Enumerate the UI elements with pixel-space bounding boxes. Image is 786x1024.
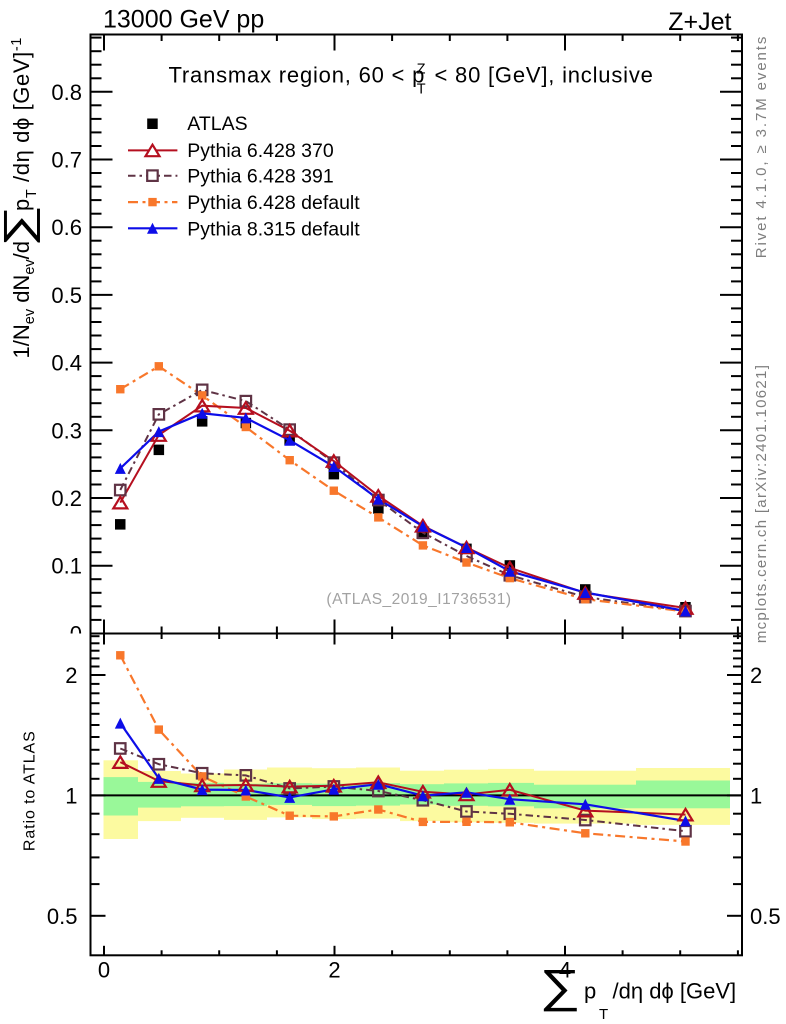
- svg-text:2: 2: [328, 958, 340, 983]
- svg-text:0.7: 0.7: [51, 148, 82, 173]
- svg-text:0: 0: [70, 621, 82, 646]
- svg-text:2: 2: [65, 663, 77, 688]
- svg-text:∑: ∑: [540, 961, 581, 1012]
- svg-text:T: T: [599, 1006, 608, 1023]
- svg-text:Ratio to ATLAS: Ratio to ATLAS: [22, 730, 39, 851]
- svg-text:p: p: [584, 979, 596, 1004]
- svg-text:ATLAS: ATLAS: [187, 113, 247, 135]
- svg-text:0.5: 0.5: [51, 283, 82, 308]
- svg-text:Pythia 6.428 391: Pythia 6.428 391: [187, 166, 333, 188]
- svg-text:0.6: 0.6: [51, 215, 82, 240]
- svg-text:0.2: 0.2: [51, 486, 82, 511]
- svg-text:Z+Jet: Z+Jet: [668, 8, 731, 36]
- svg-text:Pythia 6.428 default: Pythia 6.428 default: [187, 192, 360, 214]
- svg-text:0: 0: [98, 958, 110, 983]
- svg-text:∑: ∑: [0, 205, 40, 247]
- svg-text:0.3: 0.3: [51, 418, 82, 443]
- svg-text:4: 4: [559, 958, 571, 983]
- svg-text:0.5: 0.5: [47, 904, 78, 929]
- svg-text:mcplots.cern.ch [arXiv:2401.10: mcplots.cern.ch [arXiv:2401.10621]: [753, 364, 770, 643]
- svg-text:0.8: 0.8: [51, 80, 82, 105]
- svg-text:0.4: 0.4: [51, 351, 82, 376]
- svg-text:2: 2: [750, 663, 762, 688]
- svg-text:0.1: 0.1: [51, 554, 82, 579]
- svg-text:(ATLAS_2019_I1736531): (ATLAS_2019_I1736531): [326, 591, 511, 608]
- svg-text:1/Nev dNev/d: 1/Nev dNev/d: [9, 241, 38, 359]
- svg-text:0.5: 0.5: [750, 904, 781, 929]
- svg-text:13000 GeV pp: 13000 GeV pp: [103, 6, 264, 34]
- svg-text:1: 1: [750, 783, 762, 808]
- svg-text:Pythia 8.315 default: Pythia 8.315 default: [187, 218, 360, 240]
- svg-text:Pythia 6.428 370: Pythia 6.428 370: [187, 140, 334, 162]
- svg-text:1: 1: [65, 783, 77, 808]
- svg-text:Rivet 4.1.0, ≥ 3.7M events: Rivet 4.1.0, ≥ 3.7M events: [753, 35, 770, 259]
- svg-text:/dη dϕ [GeV]: /dη dϕ [GeV]: [613, 979, 737, 1004]
